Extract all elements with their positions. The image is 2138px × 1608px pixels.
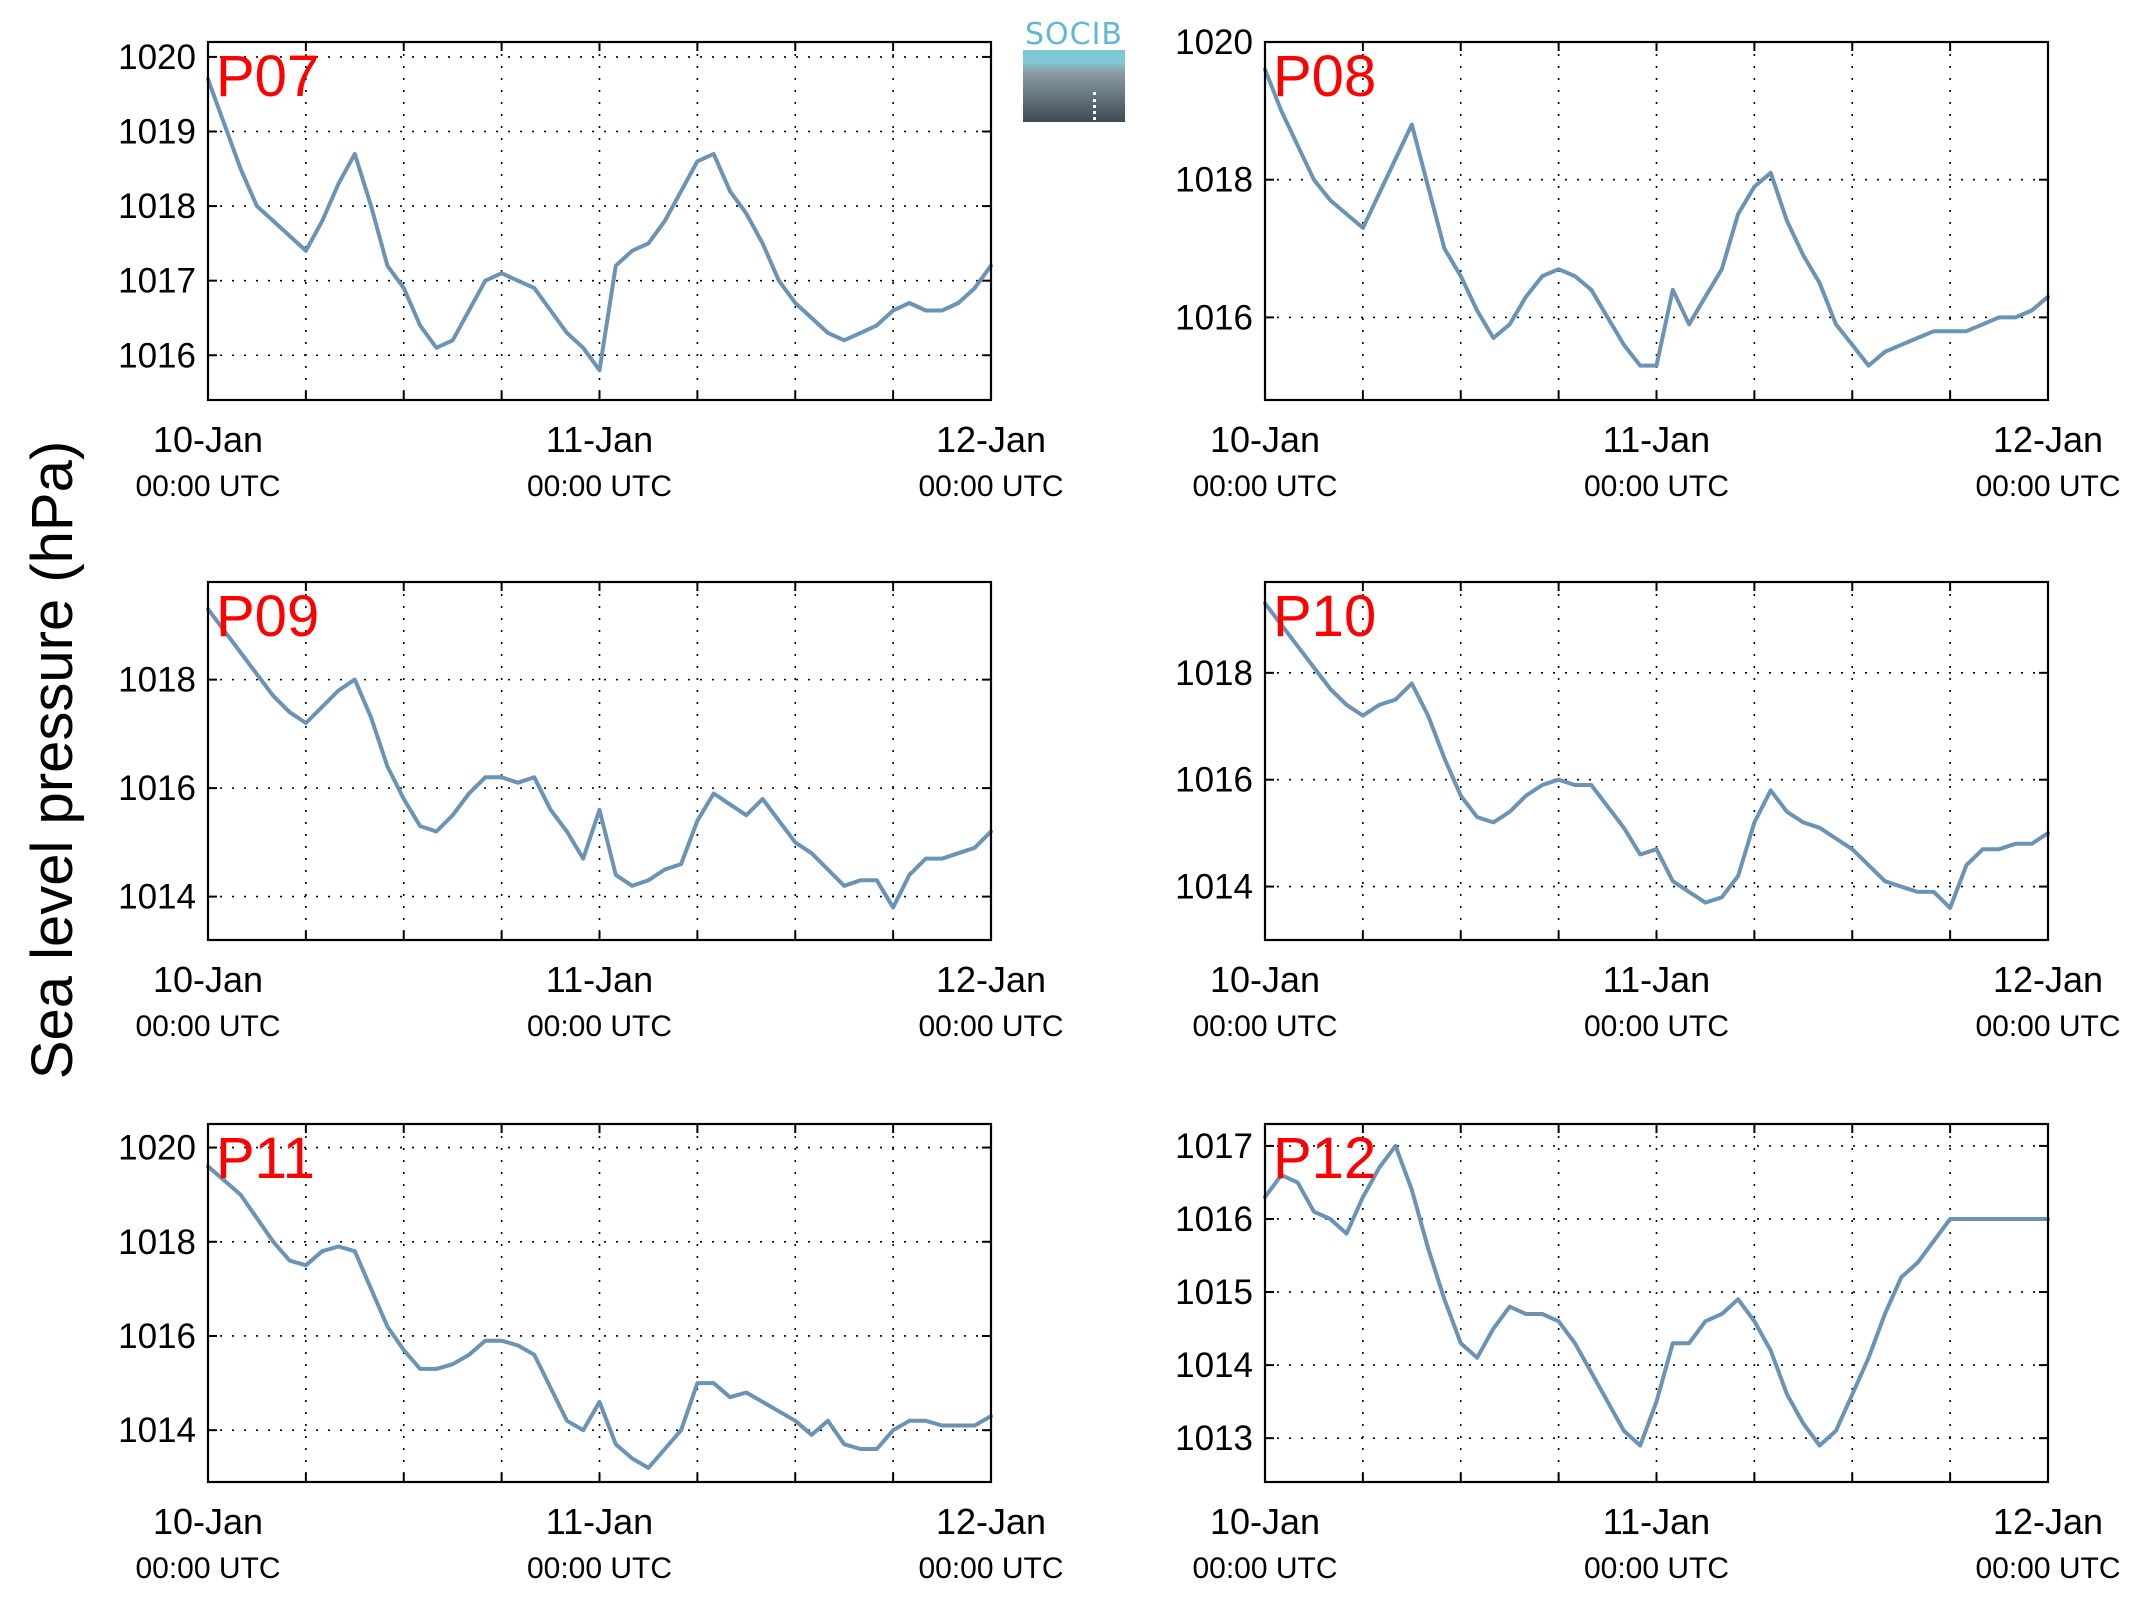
logo-text: SOCIB [1024, 17, 1124, 52]
series-line-p10 [1263, 601, 2050, 910]
series-line-p09 [206, 607, 993, 910]
y-tick-label: 1014 [1175, 1346, 1253, 1385]
x-tick-label-time: 00:00 UTC [1975, 470, 2120, 503]
logo-graphic [1023, 50, 1125, 132]
series-line-p07 [206, 77, 993, 373]
x-tick-label-date: 10-Jan [1210, 1501, 1320, 1542]
x-tick-label-time: 00:00 UTC [1192, 470, 1337, 503]
axes-frame [206, 1122, 993, 1484]
x-tick-label-time: 00:00 UTC [1975, 1010, 2120, 1043]
x-tick-label-date: 10-Jan [153, 1501, 263, 1542]
x-tick-label-date: 11-Jan [546, 419, 653, 460]
chart-panel-p12: 1013 1014 1015 1016 1017 10-Jan 00:00 UTC 11-Ja… [1175, 1122, 2121, 1585]
x-tick-label-date: 11-Jan [546, 959, 653, 1000]
x-tick-label-time: 00:00 UTC [527, 1552, 672, 1585]
axes-frame [1263, 580, 2050, 942]
x-tick-label-time: 00:00 UTC [135, 1010, 280, 1043]
station-label: P10 [1273, 584, 1376, 649]
logo-dotted-line [1093, 92, 1096, 132]
x-tick-label-time: 00:00 UTC [1975, 1552, 2120, 1585]
axes-frame [206, 580, 993, 942]
x-tick-label-time: 00:00 UTC [135, 470, 280, 503]
chart-panel-p11: 1014 1016 1018 1020 10-Jan 00:00 UTC 11-Jan 00:… [118, 1122, 1064, 1585]
x-tick-label-time: 00:00 UTC [1584, 1552, 1729, 1585]
x-tick-label-time: 00:00 UTC [527, 470, 672, 503]
y-tick-label: 1016 [1175, 1200, 1253, 1239]
y-tick-label: 1015 [1175, 1273, 1253, 1312]
x-tick-label-date: 11-Jan [1603, 419, 1710, 460]
y-tick-label: 1017 [118, 262, 196, 301]
y-tick-label: 1018 [1175, 654, 1253, 693]
y-tick-label: 1016 [118, 336, 196, 375]
x-tick-label-date: 12-Jan [1993, 419, 2103, 460]
x-tick-label-date: 10-Jan [1210, 419, 1320, 460]
y-tick-label: 1016 [1175, 298, 1253, 337]
y-tick-label: 1016 [118, 1317, 196, 1356]
y-tick-label: 1014 [1175, 868, 1253, 907]
station-label: P07 [216, 44, 319, 109]
x-tick-label-date: 12-Jan [936, 959, 1046, 1000]
y-tick-label: 1018 [118, 661, 196, 700]
panels: 1016 1017 1018 1019 1020 10-Jan 00:00 UTC 11-Ja… [118, 23, 2120, 1585]
x-tick-label-time: 00:00 UTC [1584, 470, 1729, 503]
axes-frame [1263, 40, 2050, 402]
x-tick-label-date: 10-Jan [1210, 959, 1320, 1000]
x-tick-label-time: 00:00 UTC [918, 470, 1063, 503]
socib-logo: SOCIB [1023, 17, 1125, 132]
y-tick-label: 1018 [1175, 161, 1253, 200]
station-label: P08 [1273, 44, 1376, 109]
x-tick-label-time: 00:00 UTC [1192, 1552, 1337, 1585]
x-tick-label-date: 12-Jan [1993, 1501, 2103, 1542]
y-tick-label: 1014 [118, 878, 196, 917]
y-tick-label: 1020 [118, 38, 196, 77]
y-axis-label: Sea level pressure (hPa) [20, 441, 85, 1079]
x-tick-label-date: 10-Jan [153, 959, 263, 1000]
chart-panel-p07: 1016 1017 1018 1019 1020 10-Jan 00:00 UTC 11-Ja… [118, 38, 1063, 503]
chart-panel-p10: 1014 1016 1018 10-Jan 00:00 UTC 11-Jan 00:00 U… [1175, 580, 2121, 1043]
y-tick-label: 1017 [1175, 1127, 1253, 1166]
series-line-p12 [1263, 1143, 2050, 1448]
x-tick-label-date: 11-Jan [546, 1501, 653, 1542]
chart-panel-p08: 1016 1018 1020 10-Jan 00:00 UTC 11-Jan 00:00 U… [1175, 23, 2120, 503]
axes-frame [206, 40, 993, 402]
x-tick-label-date: 11-Jan [1603, 959, 1710, 1000]
y-tick-label: 1020 [118, 1129, 196, 1168]
chart-panel-p09: 1014 1016 1018 10-Jan 00:00 UTC 11-Jan 00:00 U… [118, 580, 1064, 1043]
x-tick-label-time: 00:00 UTC [918, 1552, 1063, 1585]
y-tick-label: 1019 [118, 113, 196, 152]
x-tick-label-date: 12-Jan [936, 419, 1046, 460]
x-tick-label-date: 12-Jan [936, 1501, 1046, 1542]
station-label: P09 [216, 584, 319, 649]
station-label: P11 [216, 1126, 315, 1191]
x-tick-label-time: 00:00 UTC [135, 1552, 280, 1585]
x-tick-label-date: 11-Jan [1603, 1501, 1710, 1542]
x-tick-label-date: 12-Jan [1993, 959, 2103, 1000]
y-tick-label: 1020 [1175, 23, 1253, 62]
y-tick-label: 1018 [118, 1223, 196, 1262]
y-tick-label: 1016 [1175, 761, 1253, 800]
y-tick-label: 1014 [118, 1411, 196, 1450]
series-line-p11 [206, 1164, 993, 1470]
x-tick-label-time: 00:00 UTC [527, 1010, 672, 1043]
x-tick-label-date: 10-Jan [153, 419, 263, 460]
x-tick-label-time: 00:00 UTC [1584, 1010, 1729, 1043]
y-tick-label: 1018 [118, 187, 196, 226]
series-line-p08 [1263, 67, 2050, 368]
station-label: P12 [1273, 1126, 1376, 1191]
axes-frame [1263, 1122, 2050, 1484]
x-tick-label-time: 00:00 UTC [1192, 1010, 1337, 1043]
y-tick-label: 1016 [118, 769, 196, 808]
x-tick-label-time: 00:00 UTC [918, 1010, 1063, 1043]
y-tick-label: 1013 [1175, 1419, 1253, 1458]
